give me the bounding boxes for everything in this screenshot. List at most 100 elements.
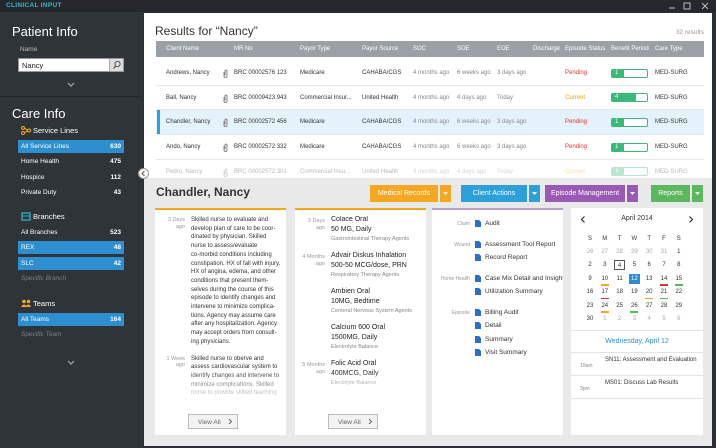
window-control-icons[interactable] <box>664 1 714 11</box>
calendar-day[interactable]: 29 <box>631 249 638 255</box>
view-all-button[interactable]: View All <box>188 414 238 429</box>
report-link[interactable]: Detail <box>485 322 502 330</box>
calendar-day[interactable]: 15 <box>675 275 683 282</box>
calendar-day[interactable]: 28 <box>616 249 623 255</box>
calendar-day[interactable]: 10 <box>601 275 609 282</box>
calendar-day[interactable]: 5 <box>662 316 666 322</box>
calendar-day[interactable]: 3 <box>603 262 607 269</box>
calendar-day[interactable]: 21 <box>660 289 668 296</box>
result-row[interactable]: Ball, Nancy BRC 00009423 943 Commercial In… <box>156 86 704 111</box>
calendar-day[interactable]: 7 <box>662 262 666 269</box>
report-link[interactable]: Assessment Tool Report <box>485 240 556 248</box>
filter-item[interactable]: SLC 42 <box>18 256 124 270</box>
calendar-day[interactable]: 27 <box>601 249 609 255</box>
action-button[interactable]: Episode Management <box>545 185 625 202</box>
calendar-day[interactable]: 17 <box>601 289 609 296</box>
column-header[interactable]: Benefit Period <box>611 46 649 52</box>
calendar-day[interactable]: 19 <box>631 289 638 296</box>
calendar-day[interactable]: 3 <box>632 316 637 322</box>
filter-item[interactable]: Specific Branch <box>18 272 124 285</box>
filter-item[interactable]: Specific Team <box>18 328 124 341</box>
name-input[interactable]: Nancy <box>18 58 124 72</box>
column-header[interactable]: Client Name <box>166 46 200 52</box>
calendar-day[interactable]: 14 <box>660 275 668 282</box>
filter-item[interactable]: Private Duty 43 <box>18 186 124 199</box>
sidebar-divider <box>0 96 142 97</box>
column-header[interactable]: SOE <box>457 46 470 52</box>
column-header[interactable]: EOE <box>497 46 510 52</box>
calendar-day[interactable]: 1 <box>603 316 607 322</box>
calendar-day[interactable]: 1 <box>677 249 681 255</box>
calendar-day[interactable]: 18 <box>616 289 623 296</box>
calendar-day[interactable]: 8 <box>677 262 681 269</box>
view-all-button[interactable]: View All <box>328 414 378 429</box>
report-link[interactable]: Summary <box>485 335 513 343</box>
dropdown-caret[interactable] <box>627 185 638 202</box>
calendar-day[interactable]: 4 <box>647 316 651 322</box>
arrow-left[interactable] <box>580 216 586 223</box>
calendar-day[interactable]: 6 <box>677 316 681 322</box>
calendar-day[interactable]: 16 <box>586 289 594 296</box>
calendar-day[interactable]: 22 <box>675 289 683 296</box>
calendar-day[interactable]: 5 <box>632 262 637 269</box>
column-header[interactable]: Discharge <box>533 46 561 52</box>
result-row[interactable]: Pedro, Nancy BRC 00002572 301 Commercial I… <box>156 160 704 178</box>
filter-item[interactable]: All Branches 523 <box>18 226 124 239</box>
calendar-day[interactable]: 11 <box>616 275 623 282</box>
calendar-day[interactable]: 31 <box>660 249 668 255</box>
calendar-day[interactable]: 12 <box>628 273 640 284</box>
filter-item[interactable]: Hospice 112 <box>18 171 124 184</box>
column-header[interactable]: Episode Status <box>565 46 606 52</box>
column-header[interactable]: Payor Source <box>362 46 399 52</box>
calendar-day[interactable]: 25 <box>616 302 623 309</box>
calendar-day[interactable]: 20 <box>645 289 653 296</box>
calendar-day[interactable]: 23 <box>586 302 594 309</box>
calendar-day[interactable]: 6 <box>647 262 651 269</box>
report-link[interactable]: Audit <box>485 220 500 227</box>
calendar-day[interactable]: 30 <box>586 316 594 322</box>
action-button[interactable]: Medical Records <box>370 185 438 202</box>
filter-item[interactable]: Home Health 475 <box>18 155 124 168</box>
note-line: ing physicians. <box>191 338 231 345</box>
filter-item[interactable]: All Teams 164 <box>18 312 124 326</box>
dropdown-caret[interactable] <box>440 185 451 202</box>
dropdown-caret[interactable] <box>529 185 540 202</box>
result-row[interactable]: Andrews, Nancy BRC 00002576 123 Medicare CA… <box>156 61 704 86</box>
calendar-day[interactable]: 2 <box>617 316 622 322</box>
filter-item[interactable]: All Service Lines 630 <box>18 139 124 153</box>
result-row[interactable]: Chandler, Nancy BRC 00002572 456 Medicare C… <box>156 110 704 136</box>
calendar-day[interactable]: 28 <box>660 302 668 309</box>
calendar-day[interactable]: 2 <box>588 262 592 269</box>
result-row[interactable]: Ando, Nancy BRC 00002572 332 Medicare CAHAB… <box>156 135 704 160</box>
note-line: tions. Agency may assume care <box>191 312 276 319</box>
calendar-day[interactable]: 4 <box>614 260 626 271</box>
calendar-day[interactable]: 26 <box>631 302 638 309</box>
arrow-right[interactable] <box>688 216 694 223</box>
report-link[interactable]: Billing Audit <box>485 309 519 316</box>
column-header[interactable]: Care Type <box>655 46 683 52</box>
calendar-day[interactable]: 27 <box>645 302 653 309</box>
report-link[interactable]: Visit Summary <box>485 348 527 356</box>
collapse-icon[interactable] <box>138 168 149 179</box>
report-link[interactable]: Record Report <box>485 254 528 262</box>
column-header[interactable]: Payor Type <box>300 46 331 52</box>
calendar-day[interactable]: 29 <box>675 302 683 309</box>
calendar-day[interactable]: 26 <box>586 249 594 255</box>
report-link[interactable]: Utilization Summary <box>485 288 543 296</box>
action-button[interactable]: Reports <box>651 185 690 202</box>
event-title[interactable]: MS01: Discuss Lab Results <box>605 380 679 386</box>
calendar-day[interactable]: 30 <box>645 249 653 255</box>
report-link[interactable]: Case Mix Detail and Insight <box>485 274 563 282</box>
event-title[interactable]: SN11: Assessment and Evaluation <box>605 357 697 363</box>
calendar-day[interactable]: 24 <box>601 302 609 309</box>
column-header[interactable]: MR No <box>234 46 253 52</box>
action-button[interactable]: Client Actions <box>461 185 527 202</box>
dropdown-caret[interactable] <box>692 185 703 202</box>
calendar-day[interactable]: 9 <box>588 275 592 282</box>
chevron-icon[interactable] <box>66 82 76 88</box>
search-icon[interactable] <box>110 59 124 71</box>
calendar-day[interactable]: 13 <box>645 275 653 282</box>
column-header[interactable]: SOC <box>413 46 427 52</box>
filter-item[interactable]: REX 48 <box>18 241 124 254</box>
chevron-icon[interactable] <box>66 360 76 366</box>
